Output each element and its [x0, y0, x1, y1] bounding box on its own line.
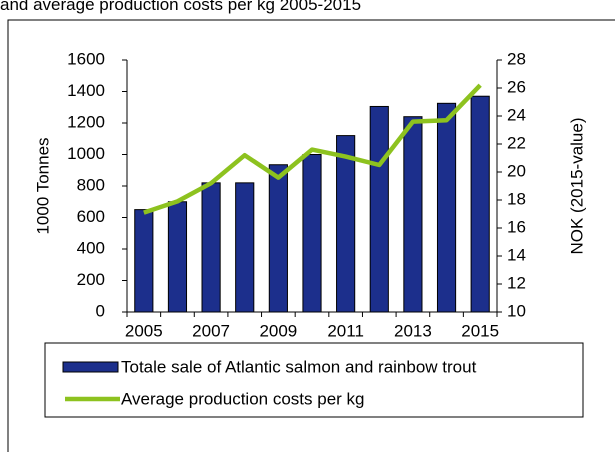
x-tick-label: 2011: [327, 321, 364, 340]
y-tick-label: 0: [96, 301, 105, 320]
x-tick-label: 2007: [192, 321, 230, 340]
bar: [167, 201, 188, 313]
y-tick-label: 1200: [67, 112, 105, 131]
y2-tick-label: 14: [507, 245, 526, 264]
y-tick-label: 1400: [67, 81, 105, 100]
y2-tick-label: 12: [507, 273, 526, 292]
legend-label: Totale sale of Atlantic salmon and rainb…: [121, 357, 477, 376]
y-tick-label: 1600: [67, 49, 105, 68]
legend-label: Average production costs per kg: [121, 389, 365, 408]
y2-tick-label: 20: [507, 161, 526, 180]
legend-swatch-bar: [62, 361, 119, 373]
bar: [201, 182, 221, 313]
bar: [436, 102, 457, 313]
y2-tick-label: 24: [507, 105, 526, 124]
bar: [336, 135, 356, 313]
y-tick-label: 200: [77, 270, 105, 289]
y2-tick-label: 22: [507, 133, 526, 152]
chart-title: and average production costs per kg 2005…: [0, 0, 361, 14]
y2-tick-label: 16: [507, 217, 526, 236]
y-tick-label: 400: [77, 238, 105, 257]
legend-box: [44, 342, 584, 418]
bar: [268, 164, 288, 313]
x-tick-label: 2005: [125, 321, 163, 340]
y2-tick-label: 26: [507, 77, 526, 96]
line-series: [143, 83, 482, 215]
y2-tick-label: 10: [507, 301, 526, 320]
y2-tick-label: 18: [507, 189, 526, 208]
y-axis-title: 1000 Tonnes: [33, 137, 52, 234]
y2-axis-title: NOK (2015-value): [567, 117, 586, 254]
y-tick-label: 1000: [67, 144, 105, 163]
x-tick-label: 2015: [461, 321, 499, 340]
bar: [470, 95, 490, 313]
bar: [369, 105, 389, 313]
bar: [302, 154, 322, 313]
bar: [134, 209, 154, 313]
x-tick-label: 2013: [394, 321, 432, 340]
bar: [403, 116, 423, 313]
bar: [235, 182, 255, 313]
y2-tick-label: 28: [507, 49, 526, 68]
y-tick-label: 600: [77, 207, 105, 226]
y-tick-label: 800: [77, 175, 105, 194]
x-tick-label: 2009: [259, 321, 297, 340]
